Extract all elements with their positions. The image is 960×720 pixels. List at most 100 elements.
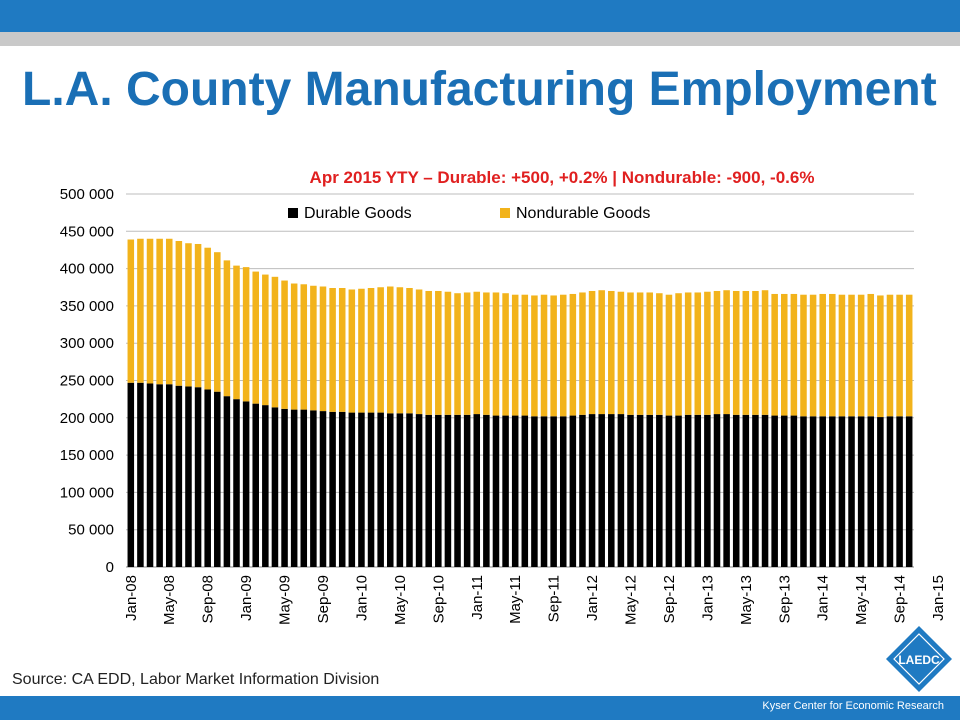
bar-durable xyxy=(204,389,211,567)
bar-nondurable xyxy=(742,290,750,415)
x-tick-label: Sep-13 xyxy=(776,575,793,623)
bar-durable xyxy=(406,413,413,567)
y-tick-label: 0 xyxy=(106,559,114,576)
x-tick-label: Jan-09 xyxy=(238,575,255,621)
bar-durable xyxy=(511,415,519,567)
slide-title: L.A. County Manufacturing Employment xyxy=(22,63,937,116)
bar-durable xyxy=(684,414,692,567)
bar-nondurable xyxy=(848,294,855,417)
bar-durable xyxy=(857,416,865,567)
bar-nondurable xyxy=(425,290,432,415)
bar-nondurable xyxy=(483,292,490,415)
footer-bar xyxy=(0,696,960,720)
bar-durable xyxy=(646,414,653,567)
header-stripe xyxy=(0,32,960,46)
bar-nondurable xyxy=(358,288,365,413)
bar-nondurable xyxy=(242,267,250,402)
x-tick-label: May-11 xyxy=(507,575,524,624)
x-tick-label: Sep-09 xyxy=(315,575,332,623)
legend-label-nondurable: Nondurable Goods xyxy=(516,205,650,222)
bar-durable xyxy=(127,382,135,567)
bar-nondurable xyxy=(463,292,471,415)
bar-durable xyxy=(790,415,798,567)
y-tick-label: 100 000 xyxy=(60,484,114,501)
bar-durable xyxy=(156,384,163,567)
bar-nondurable xyxy=(223,260,231,397)
bar-durable xyxy=(723,414,730,567)
x-tick-label: May-12 xyxy=(623,575,640,625)
bar-durable xyxy=(886,416,894,567)
bar-nondurable xyxy=(646,292,653,415)
bar-durable xyxy=(829,416,836,567)
bar-durable xyxy=(848,416,855,567)
bar-durable xyxy=(165,384,173,567)
bar-durable xyxy=(569,415,577,567)
bar-nondurable xyxy=(905,294,913,417)
bar-durable xyxy=(185,386,192,567)
bar-nondurable xyxy=(684,292,692,415)
bar-nondurable xyxy=(310,285,317,411)
bar-nondurable xyxy=(319,286,327,412)
bar-durable xyxy=(146,383,154,567)
laedc-logo: LAEDC xyxy=(886,626,952,692)
bar-nondurable xyxy=(329,288,336,412)
bar-nondurable xyxy=(262,274,269,406)
bar-durable xyxy=(550,416,557,567)
bar-durable xyxy=(290,409,298,567)
bar-nondurable xyxy=(713,290,721,415)
bar-durable xyxy=(713,414,721,567)
bar-nondurable xyxy=(636,292,644,415)
bar-durable xyxy=(473,414,481,567)
bar-nondurable xyxy=(598,290,605,415)
bar-durable xyxy=(521,415,529,567)
x-tick-label: May-13 xyxy=(738,575,755,625)
y-tick-label: 150 000 xyxy=(60,447,114,464)
bar-durable xyxy=(175,385,183,567)
x-tick-label: May-14 xyxy=(853,575,870,625)
x-tick-label: Sep-14 xyxy=(892,575,909,623)
y-tick-label: 300 000 xyxy=(60,335,114,352)
bar-durable xyxy=(732,414,740,567)
bar-durable xyxy=(636,414,644,567)
bar-nondurable xyxy=(877,295,884,418)
bar-durable xyxy=(435,414,442,567)
bar-nondurable xyxy=(175,241,183,386)
x-tick-label: Jan-10 xyxy=(353,575,370,621)
legend-swatch-nondurable xyxy=(500,208,510,218)
bar-nondurable xyxy=(704,291,711,415)
x-tick-label: Jan-11 xyxy=(469,575,486,620)
x-tick-label: May-10 xyxy=(392,575,409,625)
y-tick-label: 400 000 xyxy=(60,261,114,278)
bar-durable xyxy=(262,405,269,567)
x-tick-label: Sep-10 xyxy=(430,575,447,623)
bar-durable xyxy=(271,407,279,567)
bar-durable xyxy=(675,415,682,567)
bar-durable xyxy=(579,414,586,567)
bar-durable xyxy=(588,414,596,567)
bar-nondurable xyxy=(569,293,577,416)
bar-durable xyxy=(742,414,750,567)
bar-durable xyxy=(425,414,432,567)
bar-nondurable xyxy=(781,293,788,416)
bar-durable xyxy=(387,413,394,567)
bar-nondurable xyxy=(473,291,481,415)
legend-swatch-durable xyxy=(288,208,298,218)
bar-nondurable xyxy=(396,287,404,414)
bar-nondurable xyxy=(617,291,625,415)
bar-nondurable xyxy=(406,288,413,414)
bar-nondurable xyxy=(415,289,423,415)
bar-durable xyxy=(396,413,404,567)
bar-nondurable xyxy=(886,294,894,417)
x-tick-label: Jan-12 xyxy=(584,575,601,621)
bar-durable xyxy=(694,414,702,567)
bar-durable xyxy=(905,416,913,567)
logo-label: LAEDC xyxy=(898,653,940,667)
bar-durable xyxy=(559,416,567,567)
bar-durable xyxy=(617,414,625,567)
bar-nondurable xyxy=(492,292,500,416)
bar-durable xyxy=(867,416,875,567)
footer-text: Kyser Center for Economic Research xyxy=(762,700,944,712)
bar-nondurable xyxy=(444,291,452,415)
bar-nondurable xyxy=(559,294,567,417)
x-tick-label: Sep-12 xyxy=(661,575,678,623)
